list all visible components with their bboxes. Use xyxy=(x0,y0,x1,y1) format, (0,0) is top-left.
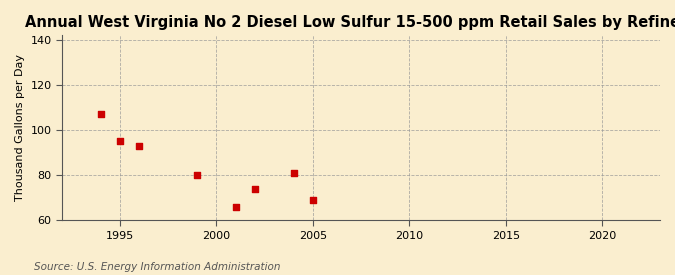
Text: Source: U.S. Energy Information Administration: Source: U.S. Energy Information Administ… xyxy=(34,262,280,272)
Point xyxy=(288,171,299,175)
Point xyxy=(115,139,126,144)
Point xyxy=(192,173,202,177)
Point xyxy=(134,144,144,148)
Point xyxy=(250,186,261,191)
Y-axis label: Thousand Gallons per Day: Thousand Gallons per Day xyxy=(15,54,25,201)
Point xyxy=(307,198,318,202)
Point xyxy=(230,205,241,209)
Title: Annual West Virginia No 2 Diesel Low Sulfur 15-500 ppm Retail Sales by Refiners: Annual West Virginia No 2 Diesel Low Sul… xyxy=(26,15,675,30)
Point xyxy=(95,112,106,117)
